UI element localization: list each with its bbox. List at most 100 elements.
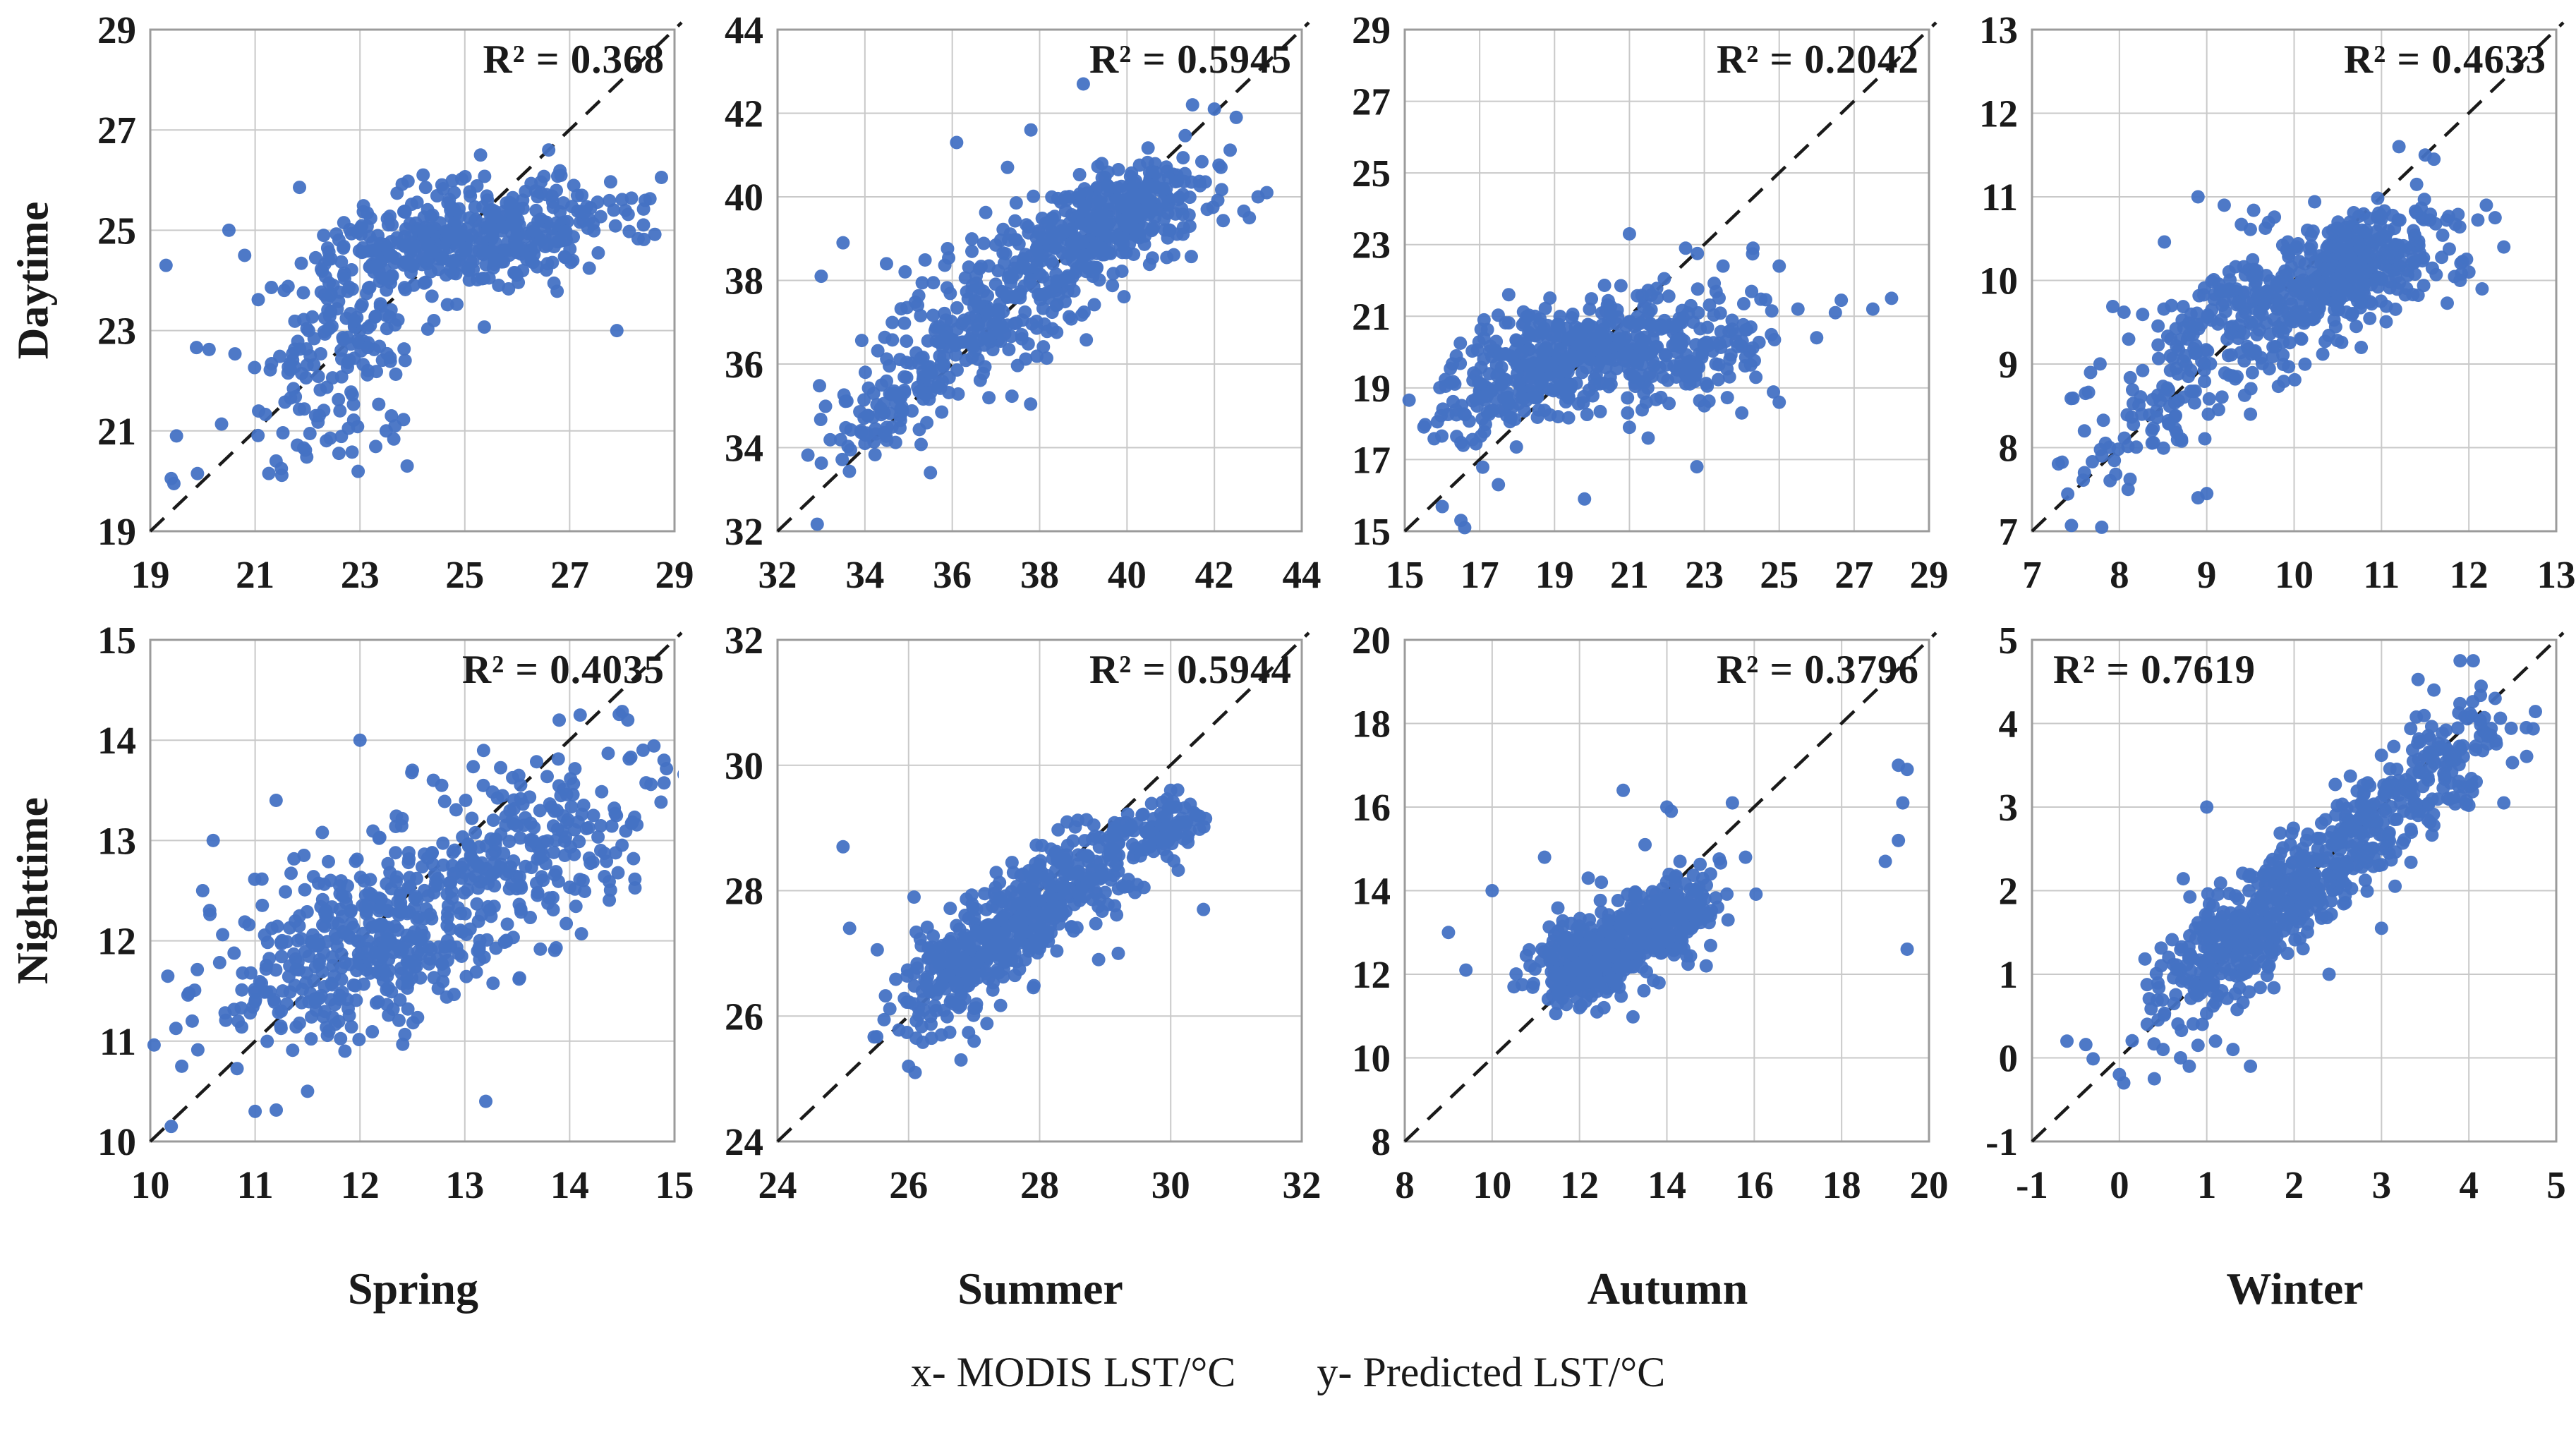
season-label-autumn: Autumn	[1587, 1264, 1748, 1314]
svg-text:19: 19	[131, 553, 170, 596]
svg-text:26: 26	[725, 995, 763, 1038]
svg-text:5: 5	[2546, 1163, 2566, 1206]
svg-text:11: 11	[237, 1163, 274, 1206]
svg-text:23: 23	[97, 310, 136, 353]
r2-label: R² = 0.7619	[2053, 648, 2256, 692]
svg-text:25: 25	[1352, 152, 1391, 195]
panel-nighttime-spring: 10 10 11 11 12 12 13 13 14 14 15 15 R² = 0.4035	[67, 610, 694, 1220]
svg-text:12: 12	[341, 1163, 380, 1206]
svg-text:20: 20	[1910, 1163, 1949, 1206]
svg-text:27: 27	[1352, 80, 1391, 123]
svg-text:10: 10	[97, 1120, 136, 1163]
svg-text:19: 19	[1352, 367, 1391, 410]
svg-text:19: 19	[97, 510, 136, 553]
r2-label: R² = 0.4633	[2344, 37, 2546, 82]
svg-text:10: 10	[1352, 1037, 1391, 1080]
svg-text:14: 14	[97, 719, 136, 762]
svg-text:34: 34	[845, 553, 884, 596]
svg-text:13: 13	[97, 819, 136, 862]
caption-x-axis: x- MODIS LST/°C	[910, 1348, 1236, 1395]
svg-text:8: 8	[1372, 1120, 1391, 1163]
svg-text:23: 23	[341, 553, 380, 596]
svg-text:15: 15	[97, 619, 136, 662]
svg-text:42: 42	[1195, 553, 1234, 596]
svg-text:15: 15	[1386, 553, 1425, 596]
svg-text:44: 44	[725, 8, 763, 52]
svg-text:4: 4	[1999, 703, 2019, 746]
season-label-summer: Summer	[957, 1264, 1123, 1314]
svg-text:25: 25	[97, 209, 136, 252]
r2-label: R² = 0.4035	[462, 648, 665, 692]
row-label-nighttime: Nighttime	[9, 796, 58, 985]
svg-text:13: 13	[1979, 8, 2018, 52]
svg-text:40: 40	[1108, 553, 1147, 596]
svg-text:32: 32	[758, 553, 797, 596]
svg-text:2: 2	[2285, 1163, 2304, 1206]
r2-label: R² = 0.2042	[1717, 37, 1919, 82]
svg-text:12: 12	[1560, 1163, 1599, 1206]
svg-text:13: 13	[445, 1163, 484, 1206]
season-cell-summer: Summer	[694, 1220, 1322, 1319]
svg-text:30: 30	[725, 744, 763, 787]
svg-text:8: 8	[1999, 427, 2019, 470]
svg-text:34: 34	[725, 427, 763, 470]
svg-text:21: 21	[236, 553, 274, 596]
svg-text:10: 10	[1979, 260, 2018, 303]
svg-text:40: 40	[725, 176, 763, 219]
svg-text:8: 8	[2110, 553, 2129, 596]
svg-text:7: 7	[2022, 553, 2042, 596]
scatter-plot-nighttime-winter: -1-1 0 0 1 1 2 2 3 3 4 4 5 5	[1985, 619, 2566, 1206]
svg-text:12: 12	[1979, 92, 2018, 135]
season-cell-autumn: Autumn	[1322, 1220, 1949, 1319]
svg-text:5: 5	[1999, 619, 2019, 662]
svg-text:11: 11	[1981, 176, 2018, 219]
svg-text:28: 28	[1020, 1163, 1059, 1206]
svg-text:10: 10	[2275, 553, 2314, 596]
svg-text:28: 28	[725, 870, 763, 913]
svg-text:17: 17	[1352, 438, 1391, 481]
svg-text:32: 32	[1283, 1163, 1322, 1206]
svg-text:12: 12	[97, 920, 136, 963]
svg-text:27: 27	[550, 553, 589, 596]
svg-text:21: 21	[1352, 295, 1391, 338]
season-label-winter: Winter	[2226, 1264, 2364, 1314]
axis-caption: x- MODIS LST/°C y- Predicted LST/°C	[0, 1319, 2576, 1425]
panel-nighttime-summer: 24 24 26 26 28 28 30 30 32 32 R² = 0.5944	[694, 610, 1322, 1220]
svg-text:17: 17	[1461, 553, 1499, 596]
svg-text:32: 32	[725, 619, 763, 662]
svg-text:36: 36	[933, 553, 972, 596]
scatter-plot-daytime-winter: 77 8 8 9 9 10 10 11 11 12 12 13 13	[1979, 8, 2576, 596]
season-label-spring: Spring	[348, 1264, 478, 1314]
svg-text:0: 0	[1999, 1037, 2019, 1080]
svg-text:38: 38	[725, 260, 763, 303]
panel-daytime-winter: 7 7 8 8 9 9 10 10 11 11 12 12 13 13 R² = 0.4633	[1949, 0, 2576, 610]
svg-text:14: 14	[1647, 1163, 1686, 1206]
svg-text:1: 1	[2197, 1163, 2217, 1206]
svg-text:42: 42	[725, 92, 763, 135]
svg-text:23: 23	[1685, 553, 1724, 596]
svg-text:18: 18	[1352, 703, 1391, 746]
svg-text:29: 29	[655, 553, 694, 596]
svg-text:26: 26	[889, 1163, 928, 1206]
svg-text:3: 3	[1999, 786, 2019, 829]
r2-label: R² = 0.368	[483, 37, 665, 82]
svg-text:29: 29	[1352, 8, 1391, 52]
row-label-cell-daytime: Daytime	[0, 0, 67, 610]
svg-text:27: 27	[1834, 553, 1873, 596]
svg-text:11: 11	[99, 1020, 136, 1063]
svg-text:24: 24	[725, 1120, 763, 1163]
panel-daytime-autumn: 15 15 17 17 19 19 21 21 23 23 25 25 27 27 29 29 R² = 0.…	[1322, 0, 1949, 610]
svg-text:30: 30	[1151, 1163, 1190, 1206]
svg-text:-1: -1	[2016, 1163, 2048, 1206]
panel-daytime-spring: 19 19 21 21 23 23 25 25 27 27 29 29 R² = 0.368	[67, 0, 694, 610]
season-cell-winter: Winter	[1949, 1220, 2576, 1319]
scatter-plot-nighttime-autumn: 88 10 10 12 12 14 14 16 16 18 18 20 20	[1352, 619, 1949, 1206]
svg-text:44: 44	[1283, 553, 1322, 596]
svg-text:23: 23	[1352, 224, 1391, 267]
svg-text:3: 3	[2372, 1163, 2392, 1206]
svg-text:7: 7	[1999, 510, 2019, 553]
